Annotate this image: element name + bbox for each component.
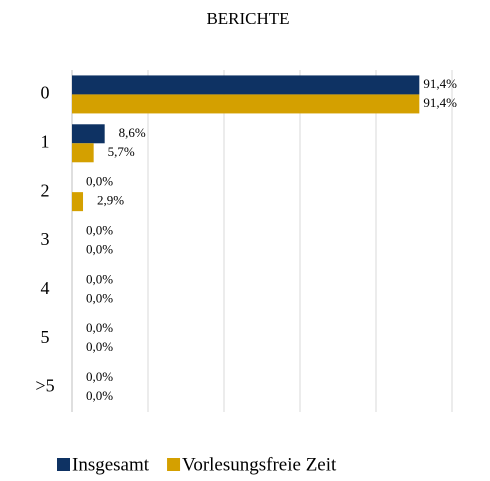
legend-label: Vorlesungsfreie Zeit (182, 454, 337, 475)
data-label: 91,4% (423, 76, 457, 91)
data-label: 2,9% (97, 193, 124, 208)
data-label: 91,4% (423, 95, 457, 110)
bar (72, 75, 420, 95)
y-tick-label: 1 (41, 131, 50, 151)
y-tick-label: >5 (35, 376, 54, 396)
chart-title: BERICHTE (206, 9, 289, 28)
data-label: 0,0% (86, 369, 113, 384)
data-label: 0,0% (86, 271, 113, 286)
bar (72, 143, 94, 163)
y-tick-label: 4 (41, 278, 50, 298)
bar (72, 124, 105, 144)
bar (72, 192, 84, 212)
data-label: 0,0% (86, 222, 113, 237)
data-label: 0,0% (86, 320, 113, 335)
data-label: 5,7% (108, 144, 135, 159)
data-label: 0,0% (86, 174, 113, 189)
y-tick-label: 0 (41, 83, 50, 103)
data-label: 0,0% (86, 388, 113, 403)
legend-swatch (57, 458, 70, 471)
y-tick-label: 3 (41, 229, 50, 249)
legend-label: Insgesamt (72, 454, 150, 475)
legend-swatch (167, 458, 181, 471)
y-tick-label: 2 (41, 180, 50, 200)
data-label: 0,0% (86, 241, 113, 256)
data-label: 0,0% (86, 339, 113, 354)
bar (72, 94, 420, 114)
data-label: 8,6% (119, 125, 146, 140)
data-label: 0,0% (86, 290, 113, 305)
y-tick-label: 5 (41, 327, 50, 347)
